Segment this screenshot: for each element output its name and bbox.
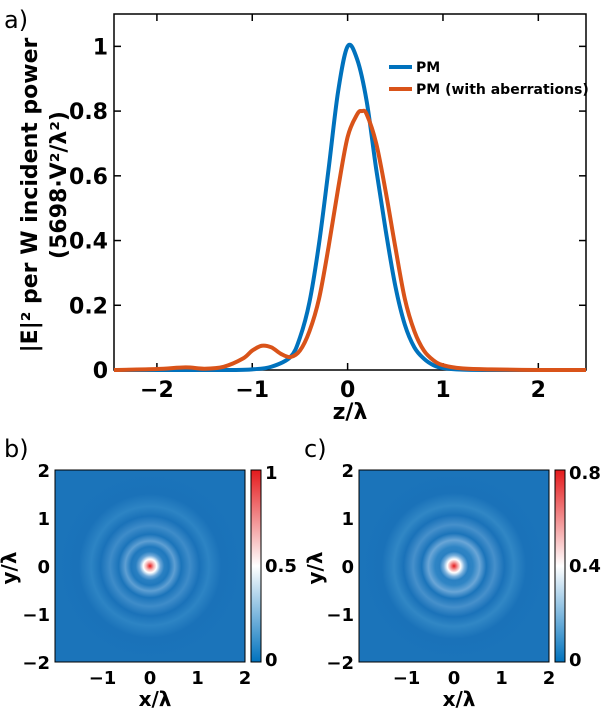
x-tick-label: −2 (140, 378, 174, 403)
y-tick-label: 0.8 (69, 100, 108, 125)
y-tick-label: 0.4 (69, 230, 108, 255)
legend-label-pm-aberrations: PM (with aberrations) (416, 82, 589, 98)
heatmap-c: −1 0 1 2 2 1 0 −1 −2 0.8 0.4 0 x/λ y/λ (303, 461, 601, 710)
y-tick-label: 2 (37, 461, 50, 482)
y-tick-label: 0.2 (69, 294, 108, 319)
colorbar-b (250, 469, 262, 663)
x-tick-label: −1 (89, 668, 117, 689)
colorbar-tick-label: 0 (569, 650, 582, 671)
colorbar-tick-label: 0.8 (569, 463, 601, 484)
x-axis-label-b: x/λ (139, 687, 172, 710)
y-tick-label: 1 (37, 509, 50, 530)
series-lines (113, 42, 587, 373)
intensity-map-c (359, 470, 549, 662)
y-tick-label: 0 (93, 359, 108, 384)
x-tick-label: 0 (448, 668, 461, 689)
panel-c-label: c) (304, 435, 327, 463)
y-tick-label: 0 (37, 557, 50, 578)
y-tick-label: 0 (341, 557, 354, 578)
y-axis-label-b: y/λ (0, 551, 21, 584)
plot-frame-a (113, 13, 587, 371)
x-tick-label: 2 (543, 668, 556, 689)
colorbar-c (554, 469, 566, 663)
y-tick-label: 2 (341, 461, 354, 482)
x-tick-label: −1 (393, 668, 421, 689)
x-tick-label: 1 (435, 378, 450, 403)
x-tick-label: 1 (191, 668, 204, 689)
y-tick-label: −1 (22, 605, 50, 626)
plot-frame-c (358, 469, 550, 663)
legend: PM PM (with aberrations) (389, 60, 589, 98)
axis-ticks-c: −1 0 1 2 2 1 0 −1 −2 0.8 0.4 0 (326, 461, 601, 689)
y-axis-label-line2: (5698·V²/λ²) (47, 111, 72, 259)
panel-b-label: b) (4, 435, 29, 463)
series-line-pm (113, 42, 586, 373)
x-tick-label: 0 (340, 378, 355, 403)
panel-a-label: a) (4, 6, 28, 34)
heatmap-b: −1 0 1 2 2 1 0 −1 −2 1 0.5 0 x/λ y/λ (0, 461, 297, 710)
intensity-map-b (55, 470, 245, 662)
y-tick-label: 1 (93, 35, 108, 60)
y-tick-label: −2 (22, 653, 50, 674)
series-line-pm-aberrations (113, 108, 587, 373)
x-tick-label: 2 (239, 668, 252, 689)
axis-ticks-a: −2 −1 0 1 2 0 0.2 0.4 0.6 0.8 1 (69, 14, 586, 403)
y-axis-label-line1: |E|² per W incident power (18, 37, 43, 352)
y-tick-label: −1 (326, 605, 354, 626)
y-tick-label: −2 (326, 653, 354, 674)
axis-ticks-b: −1 0 1 2 2 1 0 −1 −2 1 0.5 0 (22, 461, 297, 689)
x-tick-label: −1 (235, 378, 269, 403)
x-tick-label: 1 (495, 668, 508, 689)
x-axis-label: z/λ (333, 400, 368, 425)
colorbar-tick-label: 0 (265, 650, 278, 671)
colorbar-tick-label: 0.4 (569, 556, 601, 577)
colorbar-tick-label: 1 (265, 463, 278, 484)
y-axis-label-c: y/λ (303, 551, 327, 584)
line-chart: −2 −1 0 1 2 0 0.2 0.4 0.6 0.8 1 z/λ |E|² per W inc… (18, 13, 589, 425)
legend-label-pm: PM (416, 60, 440, 76)
x-tick-label: 0 (144, 668, 157, 689)
y-tick-label: 0.6 (69, 165, 108, 190)
y-tick-label: 1 (341, 509, 354, 530)
plot-frame-b (54, 469, 246, 663)
x-tick-label: 2 (531, 378, 546, 403)
colorbar-tick-label: 0.5 (265, 556, 297, 577)
x-axis-label-c: x/λ (443, 687, 476, 710)
